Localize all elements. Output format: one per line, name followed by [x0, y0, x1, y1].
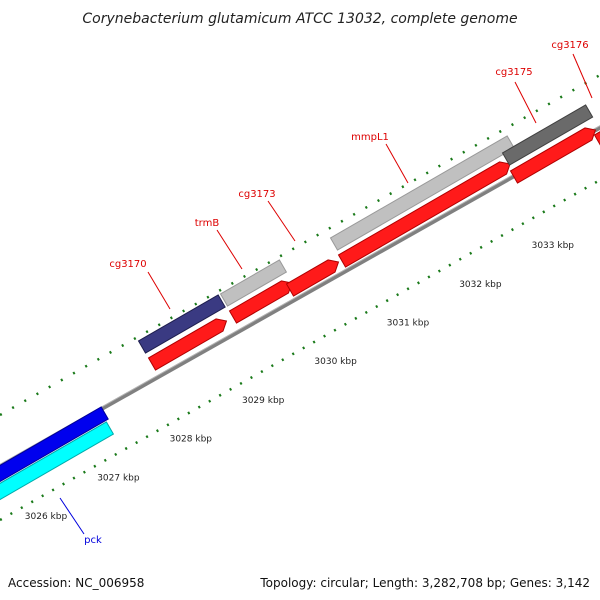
gene-mmpL1-reverse[interactable] — [329, 135, 515, 251]
kbp-label: 3033 kbp — [532, 241, 575, 251]
kbp-label: 3026 kbp — [25, 512, 68, 522]
gene-cg3175-cds-arrow[interactable] — [509, 124, 599, 184]
inner-dotted-ticks — [0, 178, 600, 522]
leader-pck — [59, 497, 85, 535]
gene-trmB-reverse[interactable] — [219, 259, 288, 307]
gene-cg3170-bar[interactable] — [137, 294, 226, 354]
gene-mmpL1-forward[interactable] — [337, 158, 514, 268]
label-cg3173[interactable]: cg3173 — [238, 189, 275, 200]
gene-cg3173-cds-arrow[interactable] — [285, 256, 342, 297]
leader-cg3170 — [147, 271, 171, 310]
gene-cg3170-reverse[interactable] — [137, 294, 226, 354]
kbp-label: 3032 kbp — [459, 280, 502, 290]
gene-cg3175-reverse[interactable] — [501, 104, 594, 166]
leader-mmpL1 — [385, 143, 409, 184]
leader-cg3176 — [572, 53, 593, 99]
label-cg3170[interactable]: cg3170 — [109, 259, 146, 270]
gene-mmpL1-bar[interactable] — [329, 135, 515, 251]
gene-cg3175-forward[interactable] — [509, 124, 599, 184]
map-title: Corynebacterium glutamicum ATCC 13032, c… — [82, 11, 517, 27]
accession-label: Accession: NC_006958 — [8, 576, 145, 590]
gene-cg3173-forward[interactable] — [285, 256, 342, 297]
label-trmB[interactable]: trmB — [195, 218, 220, 229]
label-mmpL1[interactable]: mmpL1 — [351, 132, 389, 143]
leader-trmB — [216, 229, 243, 270]
gene-cg3175-bar[interactable] — [501, 104, 594, 166]
leader-cg3175 — [514, 81, 537, 124]
topology-label: Topology: circular; Length: 3,282,708 bp… — [260, 576, 590, 590]
gene-cg3170-forward[interactable] — [147, 315, 230, 371]
gene-cg3170-cds-arrow[interactable] — [147, 315, 230, 371]
gene-mmpL1-cds-arrow[interactable] — [337, 158, 514, 268]
label-pck[interactable]: pck — [84, 535, 102, 546]
kbp-label: 3029 kbp — [242, 396, 285, 406]
gene-trmB-bar[interactable] — [219, 259, 288, 307]
label-cg3176[interactable]: cg3176 — [551, 40, 588, 51]
kbp-label: 3027 kbp — [97, 473, 140, 483]
outer-dotted-ticks — [0, 73, 600, 417]
gene-pck-bar[interactable] — [0, 406, 109, 492]
kbp-label: 3031 kbp — [387, 319, 430, 329]
kbp-label: 3028 kbp — [170, 435, 213, 445]
gene-pck-reverse[interactable] — [0, 406, 109, 492]
gene-pck-forward[interactable] — [0, 421, 115, 510]
gene-pck-cyan-bar[interactable] — [0, 421, 115, 510]
leader-cg3173 — [267, 200, 296, 242]
kbp-label: 3030 kbp — [314, 357, 357, 367]
label-cg3175[interactable]: cg3175 — [495, 67, 532, 78]
